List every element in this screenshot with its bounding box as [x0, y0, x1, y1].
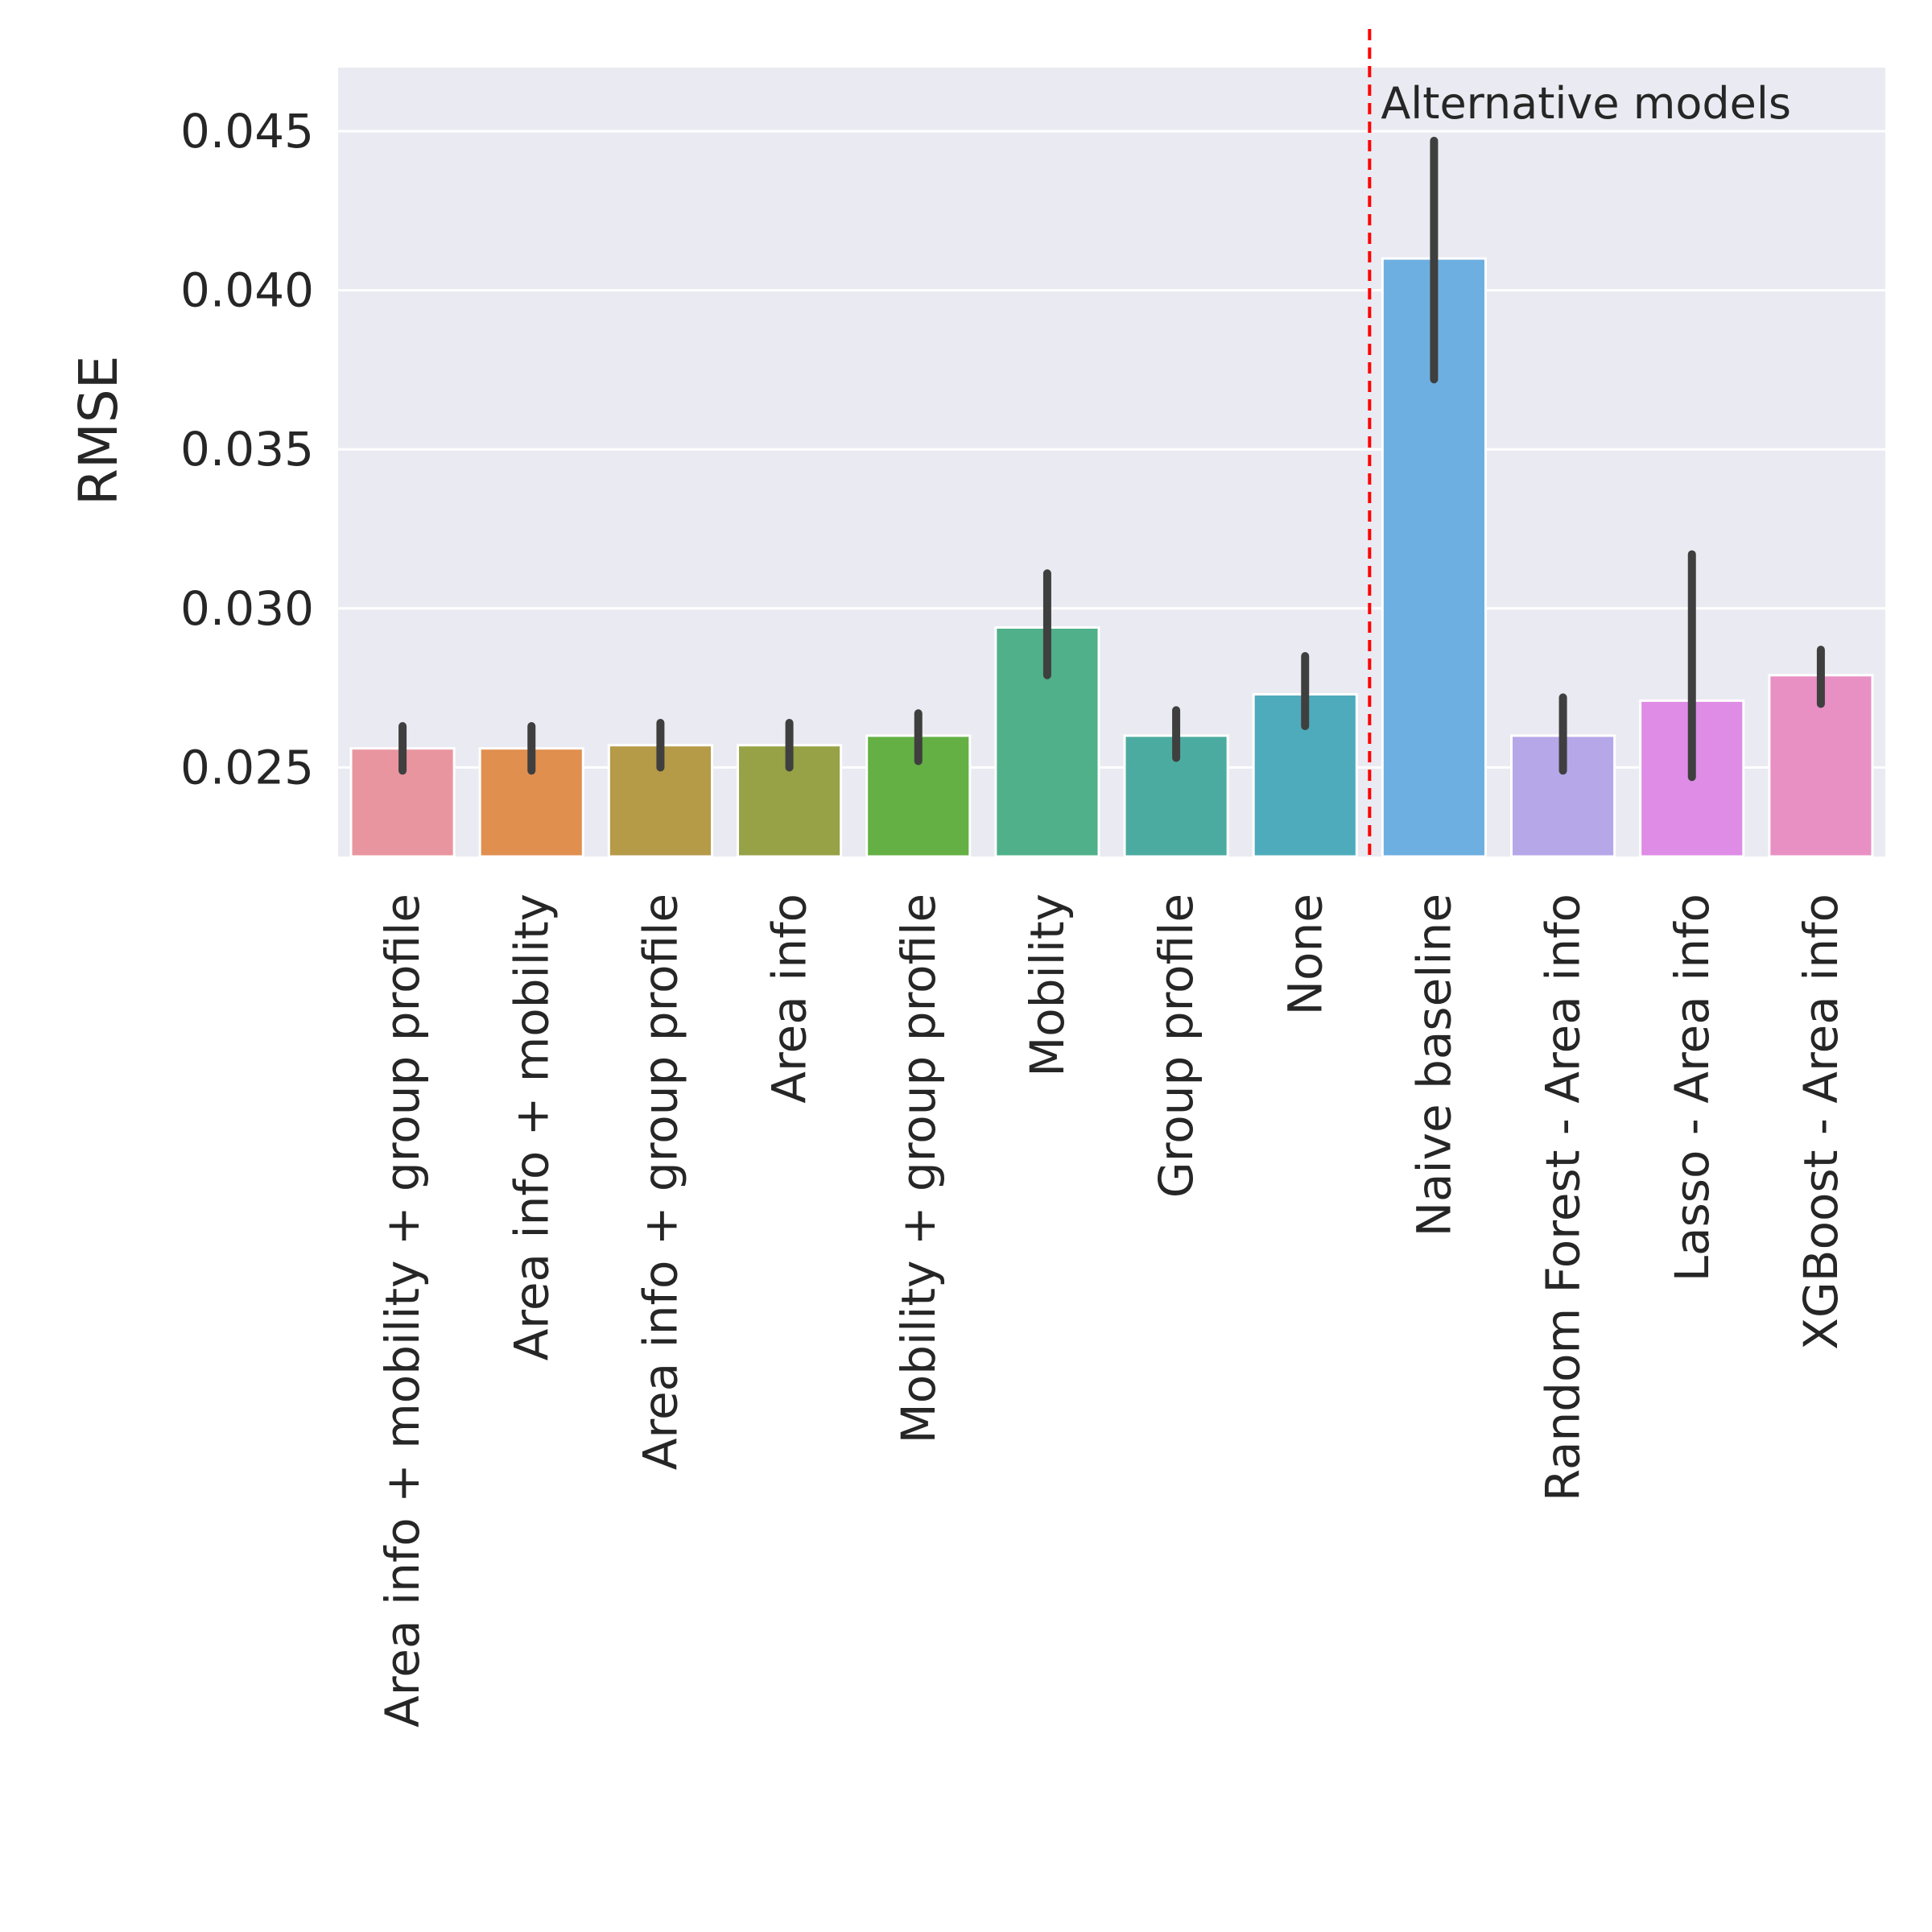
x-category-label: Area info + mobility + group profile: [375, 894, 430, 1728]
y-tick-label: 0.025: [180, 740, 314, 795]
y-tick-label: 0.045: [180, 104, 314, 159]
x-category-label: Mobility + group profile: [891, 894, 946, 1443]
x-category-label: Area info + mobility: [504, 894, 559, 1360]
y-tick-label: 0.035: [180, 422, 314, 477]
x-category-label: Mobility: [1020, 894, 1075, 1077]
x-category-label: Naive baseline: [1406, 894, 1461, 1236]
y-axis-label: RMSE: [68, 356, 130, 506]
plot-background: [338, 68, 1885, 857]
y-tick-label: 0.040: [180, 263, 314, 318]
x-category-label: Area info: [762, 894, 817, 1104]
x-category-label: Random Forest - Area info: [1536, 894, 1591, 1501]
alternative-models-annotation: Alternative models: [1381, 78, 1791, 129]
x-category-label: XGBoost - Area info: [1794, 894, 1848, 1350]
y-tick-label: 0.030: [180, 581, 314, 636]
grid-lines: [338, 130, 1885, 769]
x-category-label: Area info + group profile: [633, 894, 687, 1470]
x-axis-categories: Area info + mobility + group profile Area…: [375, 894, 1848, 1728]
error-bars: [398, 136, 1825, 782]
x-category-label: Group profile: [1149, 894, 1203, 1198]
x-category-label: Lasso - Area info: [1665, 894, 1719, 1282]
x-category-label: None: [1278, 894, 1332, 1015]
y-axis-ticks: 0.025 0.030 0.035 0.040 0.045: [180, 104, 314, 795]
